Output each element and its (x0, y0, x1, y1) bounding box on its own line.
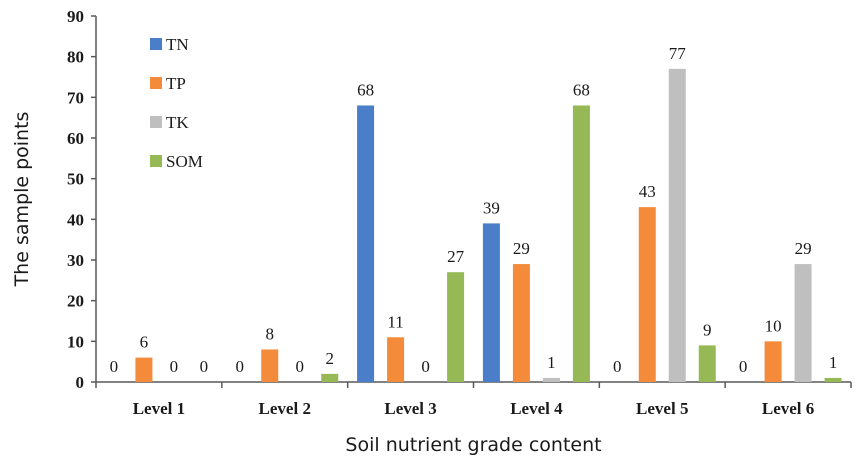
data-label: 0 (110, 357, 119, 376)
bar-som (321, 373, 339, 382)
x-axis: Level 1 Level 2 Level 3 Level 4 Level 5 Level… (95, 381, 852, 418)
x-axis-title: Soil nutrient grade content (345, 434, 601, 456)
bar-tp (638, 207, 656, 382)
data-label: 43 (639, 182, 656, 201)
y-tick-label: 70 (67, 88, 84, 107)
y-tick-label: 30 (67, 251, 84, 270)
x-tick-label: Level 6 (762, 399, 814, 418)
legend-swatch-som (150, 155, 162, 167)
y-tick-label: 90 (67, 7, 84, 26)
data-label: 1 (547, 353, 556, 372)
data-label: 29 (795, 239, 812, 258)
data-label: 39 (483, 198, 500, 217)
legend-label: TP (166, 74, 186, 93)
bar-som (824, 377, 842, 382)
x-tick-label: Level 5 (636, 399, 688, 418)
legend-label: SOM (166, 152, 203, 171)
x-tick-label: Level 4 (510, 399, 563, 418)
bar-tk (668, 68, 686, 382)
data-label: 0 (421, 357, 430, 376)
data-label: 0 (613, 357, 622, 376)
bars (135, 68, 842, 382)
data-label: 8 (266, 324, 275, 343)
legend-swatch-tn (150, 38, 162, 50)
y-tick-label: 60 (67, 129, 84, 148)
data-label: 0 (739, 357, 748, 376)
bar-som (572, 105, 590, 382)
y-axis-title: The sample points (11, 112, 33, 288)
y-tick-label: 0 (76, 373, 85, 392)
y-tick-label: 20 (67, 292, 84, 311)
x-tick-label: Level 2 (259, 399, 311, 418)
data-label: 9 (703, 320, 712, 339)
y-tick-label: 10 (67, 332, 84, 351)
data-label: 0 (170, 357, 179, 376)
y-tick-label: 80 (67, 48, 84, 67)
data-label: 29 (513, 239, 530, 258)
bar-tp (135, 357, 153, 382)
legend-label: TN (166, 35, 189, 54)
legend-swatch-tk (150, 116, 162, 128)
data-label: 0 (296, 357, 305, 376)
bar-tk (542, 377, 560, 382)
bar-tp (512, 264, 530, 382)
data-label: 11 (387, 312, 403, 331)
bar-tk (794, 264, 812, 382)
data-label: 1 (829, 353, 838, 372)
data-label: 27 (447, 247, 465, 266)
data-label: 2 (326, 349, 335, 368)
x-tick-label: Level 1 (133, 399, 185, 418)
bar-tp (387, 337, 405, 382)
data-label: 6 (140, 333, 149, 352)
bar-som (698, 345, 716, 382)
data-label: 0 (236, 357, 245, 376)
data-label: 10 (765, 316, 782, 335)
y-tick-label: 40 (67, 210, 84, 229)
bar-som (447, 272, 465, 382)
x-tick-label: Level 3 (384, 399, 436, 418)
data-label: 68 (357, 80, 374, 99)
legend: TN TP TK SOM (150, 35, 203, 171)
bar-tp (261, 349, 279, 382)
y-axis: 0 10 20 30 40 50 60 70 80 90 (67, 7, 97, 392)
data-labels: 0 6 0 0 0 8 0 2 68 11 0 27 39 29 1 68 0 43 77 9 0 10 29 1 (110, 44, 838, 376)
y-tick-label: 50 (67, 170, 84, 189)
bar-tn (482, 223, 500, 382)
bar-tn (357, 105, 375, 382)
legend-label: TK (166, 113, 189, 132)
data-label: 0 (200, 357, 209, 376)
data-label: 68 (573, 80, 590, 99)
bar-tp (764, 341, 782, 382)
legend-swatch-tp (150, 77, 162, 89)
data-label: 77 (669, 44, 687, 63)
